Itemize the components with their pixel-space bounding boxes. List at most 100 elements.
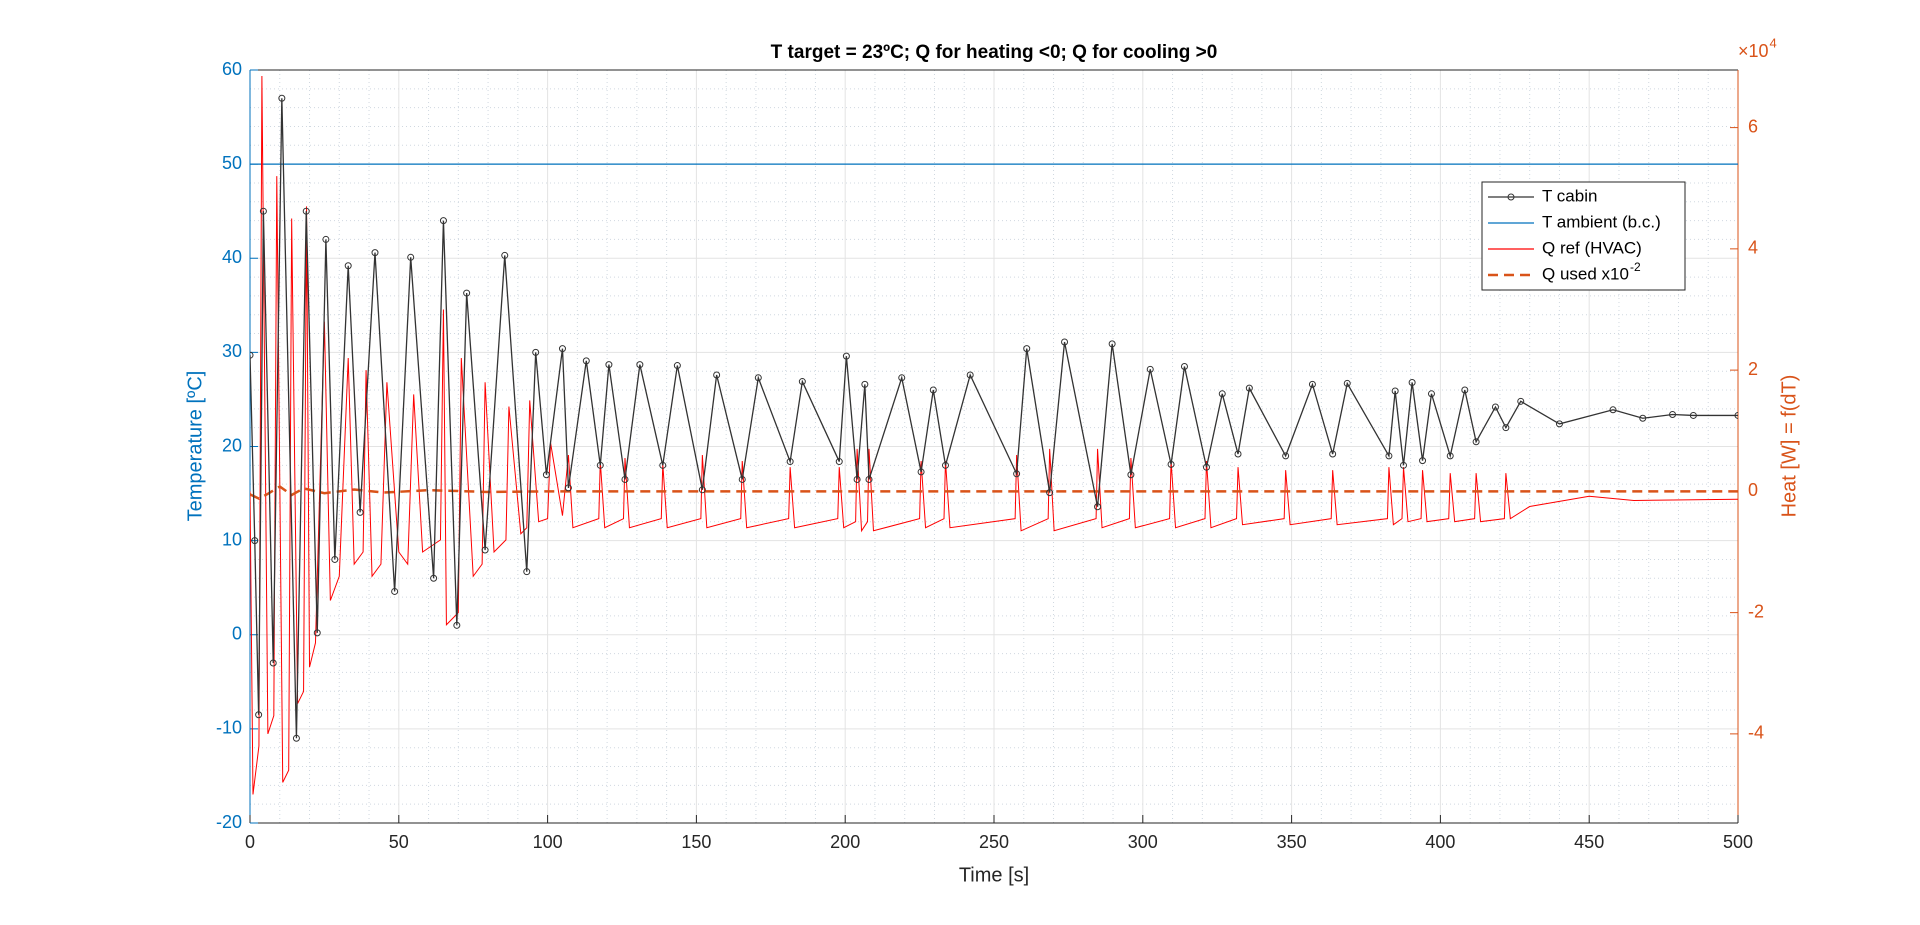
chart-title: T target = 23ºC; Q for heating <0; Q for… — [771, 42, 1218, 63]
x-tick-label: 450 — [1574, 832, 1604, 852]
data-point — [1127, 471, 1135, 479]
data-point — [1517, 397, 1525, 405]
data-point — [798, 378, 806, 386]
data-point — [1013, 470, 1021, 478]
data-point — [278, 94, 286, 102]
data-point — [1391, 387, 1399, 395]
data-point — [713, 371, 721, 379]
y-tick-label: 0 — [232, 624, 242, 644]
data-point — [532, 348, 540, 356]
data-point — [1491, 403, 1499, 411]
y-tick-label: 60 — [222, 59, 242, 79]
x-tick-label: 200 — [830, 832, 860, 852]
legend-label: T ambient (b.c.) — [1542, 212, 1661, 231]
data-point — [1061, 338, 1069, 346]
data-point — [564, 484, 572, 492]
data-point — [738, 475, 746, 483]
data-point — [453, 621, 461, 629]
y2-tick-label: 6 — [1748, 116, 1758, 136]
data-point — [659, 461, 667, 469]
x-tick-label: 100 — [533, 832, 563, 852]
data-point — [1419, 457, 1427, 465]
data-point — [439, 217, 447, 225]
data-point — [259, 207, 267, 215]
legend-marker — [1507, 193, 1515, 201]
data-point — [861, 380, 869, 388]
x-tick-label: 250 — [979, 832, 1009, 852]
legend-box — [1481, 181, 1686, 291]
data-point — [1609, 406, 1617, 414]
data-point — [1146, 365, 1154, 373]
data-point — [1408, 378, 1416, 386]
data-point — [1094, 503, 1102, 511]
data-point — [1689, 411, 1697, 419]
y-tick-label: -10 — [216, 718, 242, 738]
x-tick-label: 150 — [681, 832, 711, 852]
data-point — [1329, 450, 1337, 458]
data-point — [1343, 379, 1351, 387]
data-point — [292, 734, 300, 742]
data-point — [636, 361, 644, 369]
data-point — [1446, 452, 1454, 460]
y2-multiplier: ×10 — [1738, 41, 1769, 61]
data-point — [582, 357, 590, 365]
data-point — [1427, 390, 1435, 398]
legend-label-superscript: -2 — [1630, 260, 1641, 274]
data-point — [1385, 452, 1393, 460]
data-point — [463, 289, 471, 297]
y2-tick-label: 0 — [1748, 480, 1758, 500]
data-point — [1202, 463, 1210, 471]
data-point — [1502, 424, 1510, 432]
data-point — [835, 458, 843, 466]
y-axis-label: Temperature [ºC] — [184, 371, 206, 522]
data-point — [371, 249, 379, 257]
data-point — [1734, 411, 1738, 419]
legend-label: Q ref (HVAC) — [1542, 238, 1642, 257]
data-point — [1461, 386, 1469, 394]
data-point — [1555, 420, 1563, 428]
data-point — [786, 458, 794, 466]
data-point — [501, 251, 509, 259]
data-point — [842, 352, 850, 360]
data-point — [269, 659, 277, 667]
x-tick-label: 500 — [1723, 832, 1753, 852]
data-point — [596, 461, 604, 469]
data-point — [941, 461, 949, 469]
data-point — [1180, 362, 1188, 370]
data-point — [250, 351, 254, 359]
data-point — [255, 711, 263, 719]
legend-label: T cabin — [1542, 186, 1597, 205]
y2-tick-label: 4 — [1748, 238, 1758, 258]
data-point — [865, 475, 873, 483]
y2-tick-label: -4 — [1748, 723, 1764, 743]
data-point — [898, 374, 906, 382]
y-tick-label: 50 — [222, 153, 242, 173]
data-point — [1234, 450, 1242, 458]
legend: T cabin T ambient (b.c.) Q ref (HVAC) Q use… — [1481, 181, 1686, 291]
data-point — [481, 546, 489, 554]
data-point — [698, 486, 706, 494]
data-point — [754, 374, 762, 382]
data-point — [430, 574, 438, 582]
y2-axis-label: Heat [W] = f(dT) — [1778, 375, 1800, 518]
grid — [249, 69, 1739, 824]
data-point — [929, 386, 937, 394]
y-tick-label: 40 — [222, 247, 242, 267]
y-tick-label: 20 — [222, 435, 242, 455]
data-point — [1669, 410, 1677, 418]
legend-label: Q used x10 — [1542, 264, 1629, 283]
data-point — [322, 235, 330, 243]
data-point — [331, 555, 339, 563]
x-axis-label: Time [s] — [959, 864, 1029, 886]
data-point — [1167, 460, 1175, 468]
data-point — [1308, 380, 1316, 388]
data-point — [1046, 489, 1054, 497]
data-point — [1245, 384, 1253, 392]
data-point — [1108, 340, 1116, 348]
x-tick-label: 400 — [1425, 832, 1455, 852]
data-point — [1639, 414, 1647, 422]
data-point — [1218, 390, 1226, 398]
y2-tick-label: -2 — [1748, 601, 1764, 621]
